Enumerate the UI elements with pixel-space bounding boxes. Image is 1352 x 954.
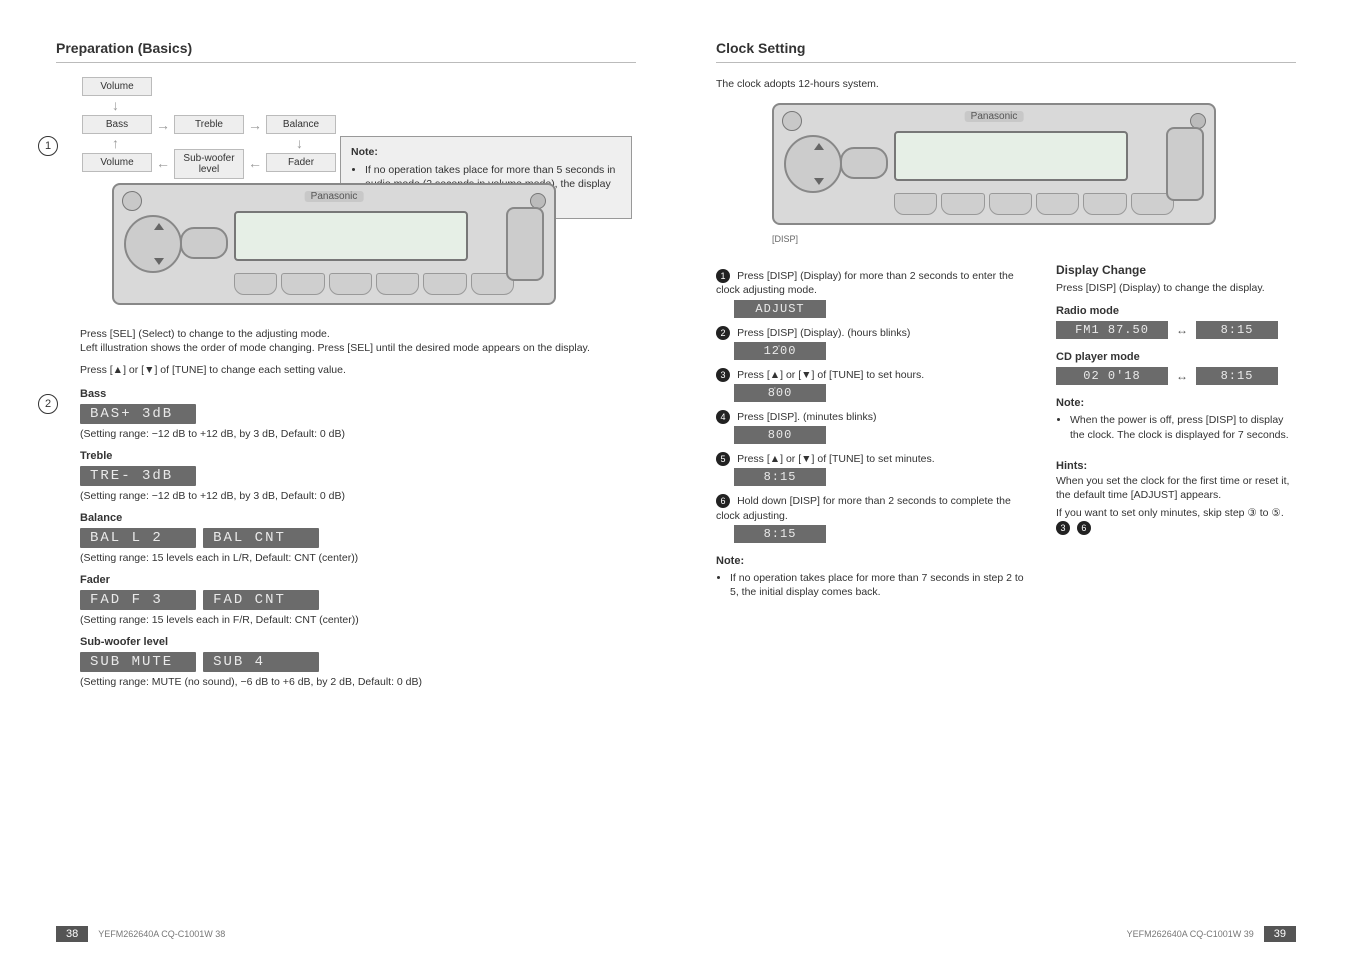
step-num: 3 — [716, 368, 730, 382]
balance-pill-1: BAL L 2 — [80, 528, 196, 548]
disc-icon — [122, 191, 142, 211]
display-change-intro: Press [DISP] (Display) to change the dis… — [1056, 281, 1296, 295]
lcd-r — [894, 131, 1128, 181]
step-pill: 8̇00 — [734, 384, 826, 402]
sub-pill-1: SUB MUTE — [80, 652, 196, 672]
fader-pill-1: FAD F 3 — [80, 590, 196, 610]
cd-mode-label: CD player mode — [1056, 351, 1296, 363]
cd-mode-b: 8:15 — [1196, 367, 1278, 385]
sub-pill-2: SUB 4 — [203, 652, 319, 672]
radio-diagram-right: Panasonic — [772, 103, 1216, 225]
side-panel-r — [1166, 127, 1204, 201]
radio-mode-a: FM1 87.50 — [1056, 321, 1168, 339]
step-text: Press [DISP] (Display). (hours blinks) — [737, 327, 910, 339]
step-pill: ADJUST — [734, 300, 826, 318]
circled-2: 2 — [38, 394, 58, 414]
step-pill: 8:15 — [734, 468, 826, 486]
rule — [56, 62, 636, 63]
bass-range: (Setting range: −12 dB to +12 dB, by 3 d… — [80, 428, 636, 440]
preset-buttons-r — [894, 193, 1174, 215]
bass-pill: BAS+ 3dB — [80, 404, 196, 424]
brand-label-r: Panasonic — [965, 111, 1024, 122]
lcd — [234, 211, 468, 261]
para1: Left illustration shows the order of mod… — [80, 341, 636, 355]
src-left: YEFM262640A CQ-C1001W 38 — [98, 929, 225, 939]
clock-desc: The clock adopts 12-hours system. — [716, 77, 1296, 91]
page-left: 38 — [56, 926, 88, 942]
swap-icon: ↔ — [1176, 323, 1188, 337]
disp-note-head: Note: — [1056, 397, 1296, 409]
step-text: Press [DISP] (Display) for more than 2 s… — [716, 270, 1014, 296]
radio-mode-label: Radio mode — [1056, 305, 1296, 317]
balance-head: Balance — [80, 512, 636, 524]
swap-icon: ↔ — [1176, 369, 1188, 383]
ref-num-3: 3 — [1056, 521, 1070, 535]
brand-label: Panasonic — [305, 191, 364, 202]
step-pill: 8:15 — [734, 525, 826, 543]
note-head: Note: — [351, 145, 621, 159]
sub-range: (Setting range: MUTE (no sound), −6 dB t… — [80, 676, 636, 688]
ref-num-6: 6 — [1077, 521, 1091, 535]
cd-mode-row: 02 0'18 ↔ 8:15 — [1056, 365, 1296, 387]
step-num: 4 — [716, 410, 730, 424]
flow-treble: Treble — [174, 115, 244, 134]
treble-head: Treble — [80, 450, 636, 462]
hints-head: Hints: — [1056, 460, 1296, 472]
side-panel — [506, 207, 544, 281]
preset-buttons — [234, 273, 514, 295]
src-right: YEFM262640A CQ-C1001W 39 — [1127, 929, 1254, 939]
bass-head: Bass — [80, 388, 636, 400]
right-title: Clock Setting — [716, 40, 1296, 56]
flow-fader: Fader — [266, 153, 336, 172]
fader-pill-2: FAD CNT — [203, 590, 319, 610]
treble-range: (Setting range: −12 dB to +12 dB, by 3 d… — [80, 490, 636, 502]
treble-pill: TRE- 3dB — [80, 466, 196, 486]
clock-steps: 1 Press [DISP] (Display) for more than 2… — [716, 269, 1026, 544]
cd-mode-a: 02 0'18 — [1056, 367, 1168, 385]
flow-volume: Volume — [82, 77, 152, 96]
step-text: Press [▲] or [▼] of [TUNE] to set minute… — [737, 453, 935, 465]
flow-volume-2: Volume — [82, 153, 152, 172]
track-pad-r — [840, 147, 888, 179]
step-pill: 800 — [734, 426, 826, 444]
caption-sel: Press [SEL] (Select) to change to the ad… — [80, 327, 636, 341]
balance-range: (Setting range: 15 levels each in L/R, D… — [80, 552, 636, 564]
left-title: Preparation (Basics) — [56, 40, 636, 56]
fader-range: (Setting range: 15 levels each in F/R, D… — [80, 614, 636, 626]
para2: Press [▲] or [▼] of [TUNE] to change eac… — [80, 363, 636, 377]
display-change-head: Display Change — [1056, 263, 1296, 277]
flow-subwoofer: Sub-woofer level — [174, 149, 244, 179]
fader-head: Fader — [80, 574, 636, 586]
r-note-body: If no operation takes place for more tha… — [730, 571, 1026, 599]
flow-bass: Bass — [82, 115, 152, 134]
circled-1: 1 — [38, 136, 58, 156]
radio-diagram-left: Panasonic — [112, 183, 556, 305]
balance-pill-2: BAL CNT — [203, 528, 319, 548]
flow-balance: Balance — [266, 115, 336, 134]
hint-2: If you want to set only minutes, skip st… — [1056, 507, 1284, 519]
tune-knob-r — [784, 135, 842, 193]
r-note-head: Note: — [716, 555, 1026, 567]
step-num: 1 — [716, 269, 730, 283]
step-text: Hold down [DISP] for more than 2 seconds… — [716, 495, 1011, 521]
rule-r — [716, 62, 1296, 63]
step-pill: 12̇00 — [734, 342, 826, 360]
radio-mode-b: 8:15 — [1196, 321, 1278, 339]
page-right: 39 — [1264, 926, 1296, 942]
step-num: 2 — [716, 326, 730, 340]
disc-icon-r — [782, 111, 802, 131]
track-pad — [180, 227, 228, 259]
step-num: 5 — [716, 452, 730, 466]
step-text: Press [▲] or [▼] of [TUNE] to set hours. — [737, 369, 924, 381]
tune-knob — [124, 215, 182, 273]
hint-1: When you set the clock for the first tim… — [1056, 474, 1296, 502]
disp-lead: [DISP] — [772, 233, 1296, 245]
disp-note-body: When the power is off, press [DISP] to d… — [1070, 413, 1296, 441]
radio-mode-row: FM1 87.50 ↔ 8:15 — [1056, 319, 1296, 341]
step-text: Press [DISP]. (minutes blinks) — [737, 411, 876, 423]
step-num: 6 — [716, 494, 730, 508]
sub-head: Sub-woofer level — [80, 636, 636, 648]
